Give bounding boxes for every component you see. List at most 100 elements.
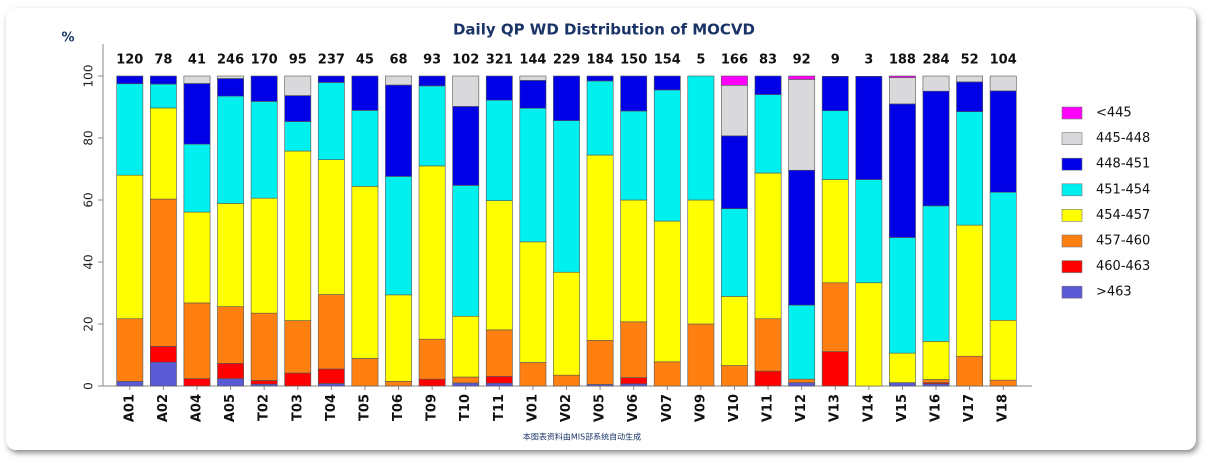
bar-segment [149, 198, 177, 347]
legend-swatch [1061, 106, 1083, 120]
bar-segment [620, 321, 648, 378]
bar-segment [351, 358, 379, 387]
bar-segment [956, 75, 984, 83]
bar-segment [855, 282, 883, 387]
bar-segment [317, 383, 345, 387]
bar-segment [351, 186, 379, 359]
bar-segment [217, 78, 244, 97]
bar-segment [721, 75, 748, 86]
bar-segment [418, 165, 446, 340]
x-tick-label: V15 [895, 394, 910, 422]
bar-segment [418, 378, 446, 387]
bar-segment [889, 237, 916, 354]
bar-segment [284, 95, 312, 122]
bar-segment [788, 79, 816, 171]
bar-segment [317, 82, 345, 161]
total-label: 92 [793, 53, 811, 68]
x-tick-label: V02 [559, 394, 574, 422]
bar-segment [452, 75, 480, 107]
bar-segment [183, 211, 211, 304]
total-label: 184 [587, 53, 614, 68]
x-tick-label: T03 [290, 394, 305, 421]
bar-segment [989, 90, 1017, 193]
bar-segment [889, 103, 916, 238]
bar-segment [317, 368, 345, 384]
legend-swatch [1061, 285, 1083, 299]
x-tick-label: V12 [794, 394, 809, 422]
bar-segment [989, 191, 1017, 321]
bar-segment [956, 81, 984, 112]
total-label: 120 [116, 53, 143, 68]
total-label: 284 [922, 53, 949, 68]
x-tick-label: V10 [727, 394, 742, 422]
bar-segment [149, 361, 177, 387]
x-tick-label: V16 [929, 394, 944, 422]
bar-segment [485, 382, 513, 387]
x-tick-label: V17 [962, 394, 977, 422]
bar-segment [183, 143, 211, 213]
bar-segment [855, 179, 883, 284]
bar-segment [351, 75, 379, 111]
bar-segment [754, 94, 782, 174]
x-tick-label: T10 [458, 394, 473, 421]
bar-segment [922, 379, 950, 383]
bar-segment [485, 329, 513, 377]
bar-segment [284, 121, 312, 152]
bar-segment [452, 185, 480, 317]
total-label: 3 [864, 53, 873, 68]
total-label: 78 [154, 53, 172, 68]
y-tick-label: 60 [82, 192, 96, 207]
bar-segment [821, 351, 849, 387]
y-axis-label: % [61, 31, 74, 46]
total-label: 5 [696, 53, 705, 68]
total-label: 68 [389, 53, 407, 68]
y-tick-label: 100 [82, 65, 96, 88]
bar-segment [653, 361, 681, 387]
bar-segment [821, 110, 849, 180]
bar-segment [553, 271, 580, 376]
total-label: 9 [831, 53, 840, 68]
bar-segment [452, 315, 480, 378]
bar-segment [721, 135, 748, 209]
bar-segment [754, 172, 782, 320]
bar-segment [452, 376, 480, 384]
bar-segment [217, 306, 244, 364]
total-label: 246 [217, 53, 244, 68]
total-label: 93 [423, 53, 441, 68]
total-label: 154 [654, 53, 681, 68]
total-label: 166 [721, 53, 748, 68]
bar-segment [452, 106, 480, 186]
total-label: 229 [553, 53, 580, 68]
total-label: 188 [889, 53, 916, 68]
bar-segment [485, 99, 513, 201]
x-tick-label: T11 [492, 394, 507, 421]
bar-segment [284, 372, 312, 387]
bar-segment [922, 75, 950, 92]
bar-segment [116, 174, 144, 320]
bar-segment [418, 75, 446, 87]
bar-segment [149, 75, 177, 85]
bar-segment [788, 378, 816, 383]
x-tick-label: A04 [189, 394, 204, 422]
legend-label: <445 [1096, 106, 1132, 121]
bar-segment [519, 80, 547, 109]
bar-segment [519, 107, 547, 243]
bar-segment [922, 90, 950, 207]
bar-segment [116, 75, 144, 85]
bar-segment [788, 382, 816, 387]
bar-segment [653, 89, 681, 222]
bar-segment [620, 110, 648, 201]
bar-segment [721, 208, 748, 297]
bar-segment [418, 338, 446, 380]
bar-segment [284, 75, 312, 96]
bar-segment [250, 312, 278, 381]
bar-segment [183, 302, 211, 379]
total-label: 104 [990, 53, 1017, 68]
bar-segment [721, 85, 748, 137]
bar-segment [250, 101, 278, 199]
bar-segment [754, 370, 782, 387]
legend-swatch [1061, 132, 1083, 145]
bar-segment [653, 220, 681, 363]
bar-segment [788, 75, 816, 80]
